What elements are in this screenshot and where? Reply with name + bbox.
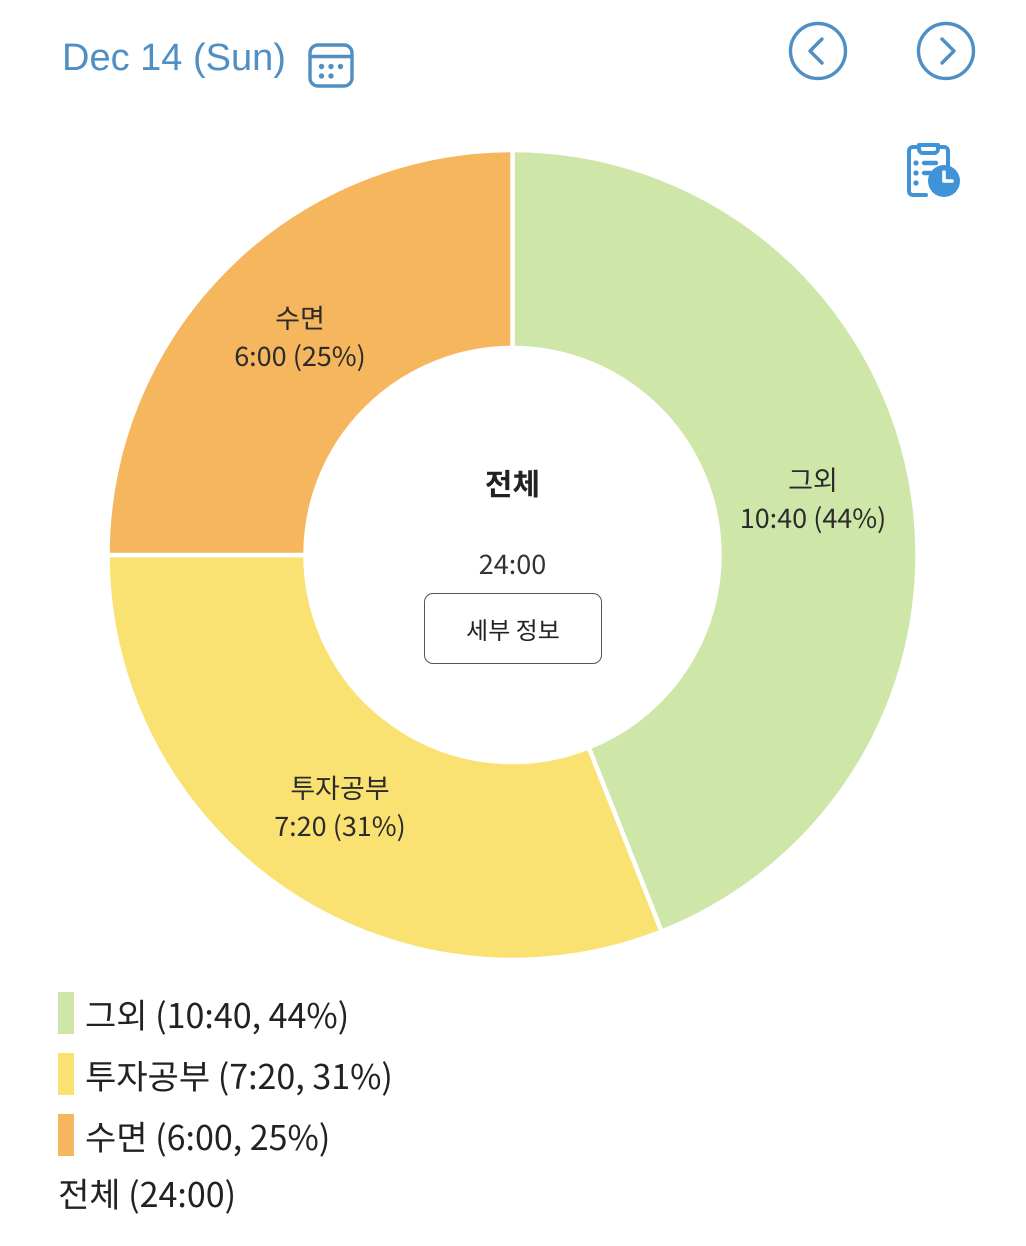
svg-text:투자공부: 투자공부 — [290, 767, 389, 806]
svg-text:수면: 수면 — [275, 297, 325, 336]
svg-text:6:00 (25%): 6:00 (25%) — [234, 335, 366, 374]
svg-text:7:20 (31%): 7:20 (31%) — [274, 805, 406, 844]
svg-text:10:40 (44%): 10:40 (44%) — [740, 497, 887, 536]
svg-text:그외: 그외 — [788, 459, 838, 498]
